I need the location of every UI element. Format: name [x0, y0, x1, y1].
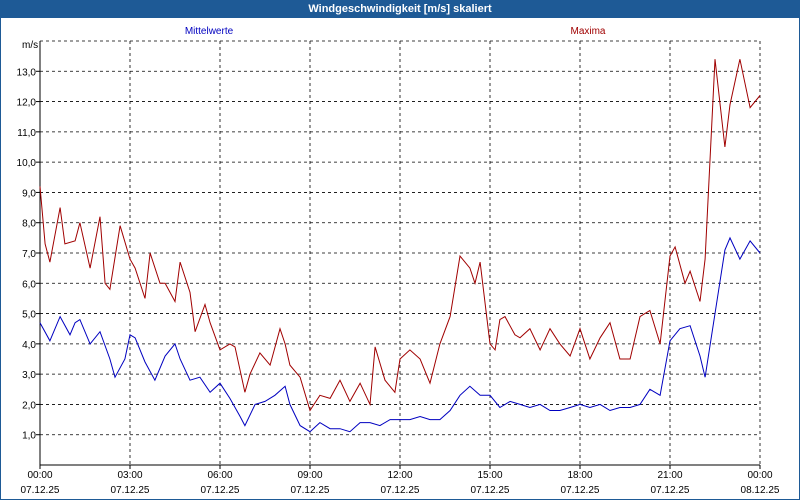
y-tick-labels: 1,0 2,0 3,0 4,0 5,0 6,0 7,0 8,0 9,0 10,0 11,0 12,0 1…	[17, 67, 37, 441]
x-tick-time: 06:00	[207, 470, 232, 481]
series-line-mittelwerte	[39, 236, 761, 433]
x-tick-time: 18:00	[567, 470, 592, 481]
legend-maxima: Maxima	[570, 26, 605, 37]
x-tick-time: 21:00	[657, 470, 682, 481]
x-tick-time: 15:00	[477, 470, 502, 481]
series-line-maxima	[39, 59, 761, 412]
y-tick-label: 2,0	[22, 400, 36, 411]
legend: Mittelwerte Maxima	[185, 26, 606, 37]
x-tick-date: 07.12.25	[651, 485, 690, 496]
y-tick-label: 8,0	[22, 219, 36, 230]
x-tick-date: 07.12.25	[201, 485, 240, 496]
x-tick-date: 07.12.25	[111, 485, 150, 496]
y-axis-unit: m/s	[22, 40, 38, 51]
y-tick-label: 9,0	[22, 188, 36, 199]
legend-mittelwerte: Mittelwerte	[185, 26, 234, 37]
x-tick-date: 07.12.25	[291, 485, 330, 496]
x-tick-date: 07.12.25	[471, 485, 510, 496]
x-tick-labels: 00:00 07.12.25 03:00 07.12.25 06:00 07.12.25 0…	[21, 470, 780, 496]
x-tick-time: 03:00	[117, 470, 142, 481]
x-tick-time: 12:00	[387, 470, 412, 481]
y-tick-label: 6,0	[22, 279, 36, 290]
y-tick-label: 1,0	[22, 431, 36, 442]
y-tick-label: 10,0	[17, 158, 37, 169]
x-tick-date: 07.12.25	[381, 485, 420, 496]
y-tick-label: 13,0	[17, 67, 37, 78]
series-lines	[39, 59, 761, 433]
y-tick-label: 3,0	[22, 370, 36, 381]
grid	[36, 40, 761, 469]
x-tick-date: 07.12.25	[561, 485, 600, 496]
x-tick-date: 07.12.25	[21, 485, 60, 496]
y-tick-label: 12,0	[17, 98, 37, 109]
chart-title: Windgeschwindigkeit [m/s] skaliert	[0, 0, 800, 18]
x-tick-time: 00:00	[27, 470, 52, 481]
y-tick-label: 11,0	[17, 128, 36, 139]
axes	[39, 41, 760, 466]
y-tick-label: 5,0	[22, 310, 36, 321]
x-tick-time: 00:00	[747, 470, 772, 481]
y-tick-label: 4,0	[22, 340, 36, 351]
y-tick-label: 7,0	[22, 249, 36, 260]
x-tick-time: 09:00	[297, 470, 322, 481]
x-tick-date: 08.12.25	[741, 485, 780, 496]
